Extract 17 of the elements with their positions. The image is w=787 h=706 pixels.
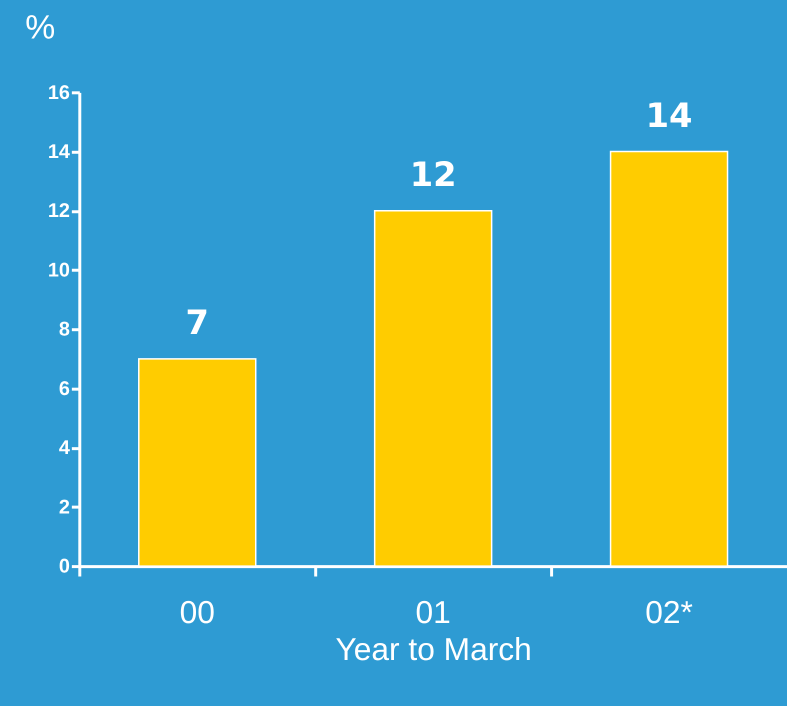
y-axis-title: % — [25, 8, 56, 46]
x-tick-label: 01 — [416, 594, 451, 630]
y-tick-label: 12 — [48, 200, 70, 222]
y-tick-label: 14 — [48, 140, 70, 163]
data-label: 7 — [186, 303, 209, 342]
x-axis-title: Year to March — [336, 630, 532, 667]
x-tick-label: 02* — [645, 594, 693, 630]
data-label: 14 — [646, 96, 692, 135]
y-tick-label: 10 — [48, 259, 70, 282]
x-tick-label: 00 — [180, 594, 215, 630]
y-tick-label: 0 — [58, 556, 70, 578]
y-tick-label: 6 — [58, 378, 70, 400]
y-tick-label: 4 — [58, 437, 70, 460]
y-tick-label: 8 — [58, 318, 70, 341]
data-label: 12 — [410, 154, 457, 194]
y-tick-label: 16 — [48, 82, 70, 104]
y-tick-label: 2 — [58, 496, 70, 518]
